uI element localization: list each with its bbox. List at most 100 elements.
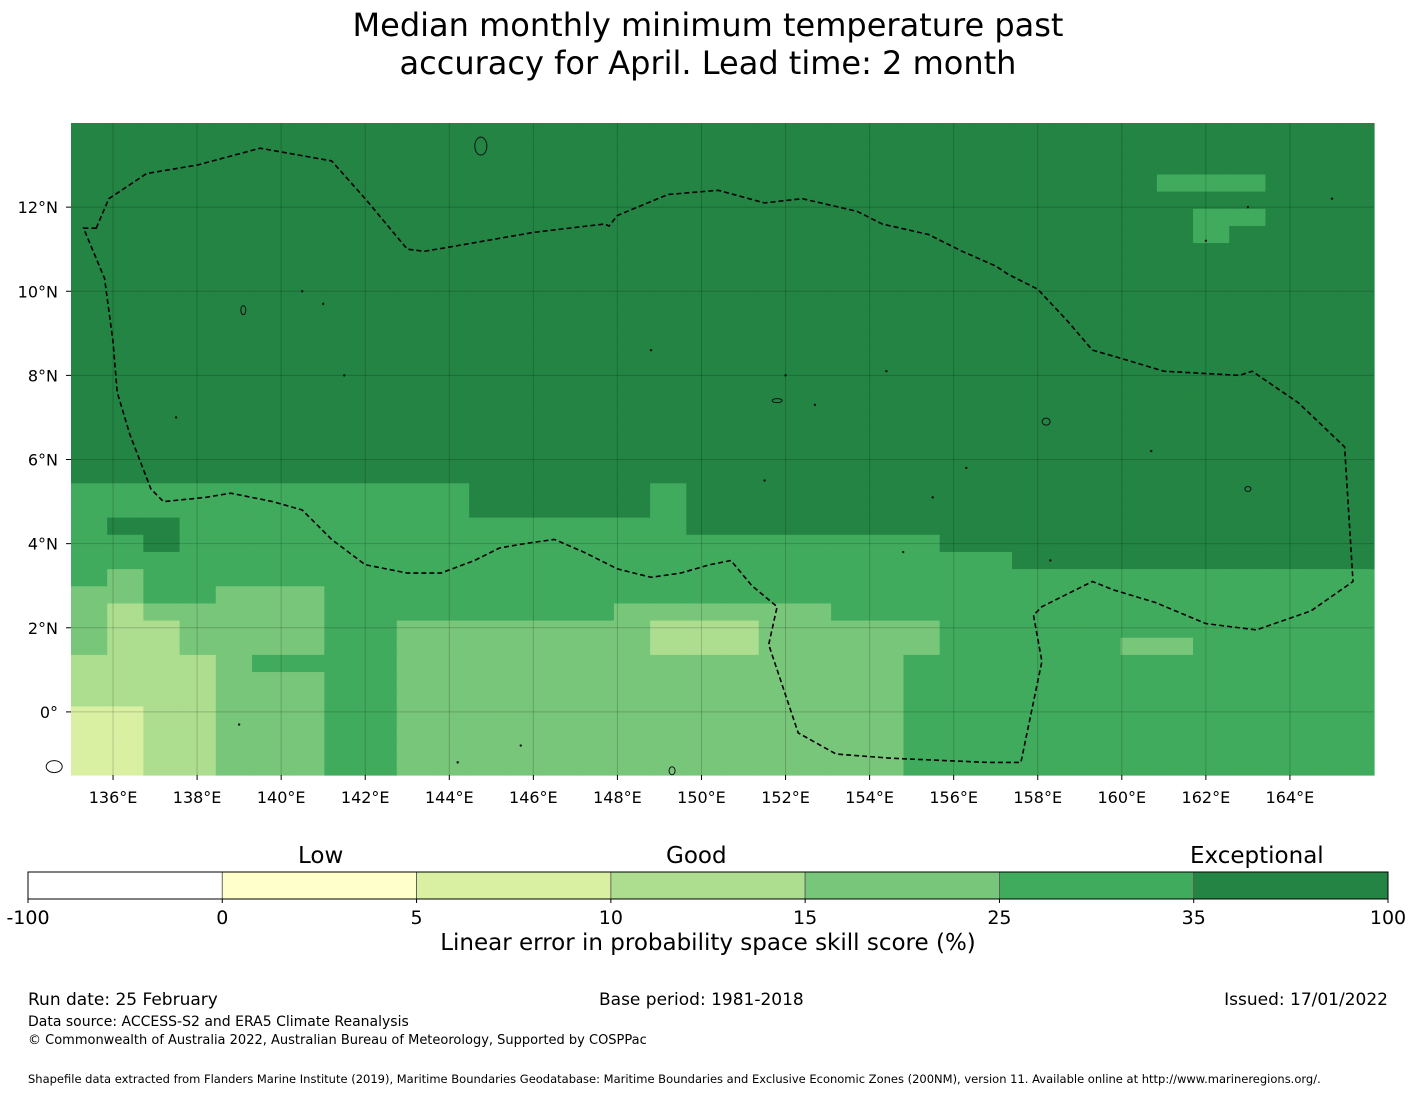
skill-cell xyxy=(288,551,325,570)
skill-cell xyxy=(1012,637,1049,656)
skill-cell xyxy=(505,191,543,210)
skill-cell xyxy=(975,191,1013,210)
skill-cell xyxy=(1229,637,1267,656)
skill-cell xyxy=(1337,191,1375,210)
skill-cell xyxy=(505,483,543,502)
skill-cell xyxy=(143,534,181,553)
skill-cell xyxy=(324,414,362,433)
skill-cell xyxy=(1265,363,1303,381)
skill-cell xyxy=(867,380,905,399)
skill-cell xyxy=(758,569,796,587)
skill-cell xyxy=(939,723,977,742)
skill-cell xyxy=(288,740,325,759)
skill-cell xyxy=(831,431,868,450)
y-tick-label: 2°N xyxy=(28,619,58,638)
skill-cell xyxy=(831,294,868,313)
skill-cell xyxy=(794,672,832,690)
skill-cell xyxy=(1193,603,1230,622)
skill-cell xyxy=(722,620,760,639)
skill-cell xyxy=(360,483,398,502)
skill-cell xyxy=(577,346,615,364)
skill-cell xyxy=(1265,672,1303,690)
atoll-dot xyxy=(763,479,766,482)
skill-cell xyxy=(831,637,868,656)
skill-cell xyxy=(975,123,1013,141)
skill-cell xyxy=(1193,620,1230,639)
skill-cell xyxy=(1048,414,1086,433)
skill-cell xyxy=(1337,328,1375,347)
skill-cell xyxy=(251,208,289,227)
skill-cell xyxy=(396,603,434,622)
skill-cell xyxy=(107,157,144,176)
skill-cell xyxy=(686,414,724,433)
skill-cell xyxy=(1265,346,1303,364)
skill-cell xyxy=(288,723,325,742)
skill-cell xyxy=(215,346,253,364)
skill-cell xyxy=(1156,311,1194,330)
skill-cell xyxy=(469,757,506,776)
skill-cell xyxy=(686,294,724,313)
skill-cell xyxy=(107,517,144,536)
skill-cell xyxy=(650,380,687,399)
skill-cell xyxy=(1084,346,1122,364)
skill-cell xyxy=(1156,328,1194,347)
skill-cell xyxy=(71,191,108,210)
skill-cell xyxy=(722,672,760,690)
category-label-good: Good xyxy=(666,843,727,869)
skill-cell xyxy=(831,551,868,570)
skill-cell xyxy=(179,414,217,433)
skill-cell xyxy=(360,449,398,467)
skill-cell xyxy=(1120,260,1158,279)
skill-cell xyxy=(1193,706,1230,725)
skill-cell xyxy=(758,517,796,536)
skill-cell xyxy=(1084,140,1122,158)
skill-cell xyxy=(1193,397,1230,416)
skill-cell xyxy=(975,363,1013,381)
skill-cell xyxy=(1084,500,1122,519)
skill-cell xyxy=(1084,723,1122,742)
run-date: Run date: 25 February xyxy=(28,990,218,1010)
skill-cell xyxy=(831,586,868,605)
skill-cell xyxy=(577,620,615,639)
skill-cell xyxy=(505,397,543,416)
skill-cell xyxy=(1265,449,1303,467)
skill-cell xyxy=(324,260,362,279)
skill-cell xyxy=(613,740,651,759)
skill-cell xyxy=(867,328,905,347)
skill-cell xyxy=(975,551,1013,570)
x-tick-label: 162°E xyxy=(1182,788,1231,807)
skill-cell xyxy=(215,174,253,193)
skill-cell xyxy=(613,380,651,399)
coast-outline xyxy=(668,766,676,776)
skill-cell xyxy=(831,723,868,742)
skill-cell xyxy=(1156,363,1194,381)
skill-cell xyxy=(758,191,796,210)
skill-cell xyxy=(179,740,217,759)
skill-cell xyxy=(215,672,253,690)
skill-cell xyxy=(758,311,796,330)
skill-cell xyxy=(1012,260,1049,279)
skill-cell xyxy=(831,569,868,587)
skill-cell xyxy=(288,534,325,553)
skill-cell xyxy=(794,551,832,570)
skill-cell xyxy=(1048,363,1086,381)
skill-cell xyxy=(577,414,615,433)
skill-cell xyxy=(577,723,615,742)
atoll-dot xyxy=(1246,205,1250,209)
skill-cell xyxy=(1337,397,1375,416)
skill-cell xyxy=(324,294,362,313)
y-tick-label: 8°N xyxy=(28,366,58,385)
skill-cell xyxy=(71,620,108,639)
skill-cell xyxy=(179,449,217,467)
skill-cell xyxy=(324,174,362,193)
skill-cell xyxy=(251,225,289,244)
skill-cell xyxy=(541,431,579,450)
skill-cell xyxy=(432,586,470,605)
skill-cell xyxy=(613,328,651,347)
skill-cell xyxy=(432,534,470,553)
skill-cell xyxy=(758,123,796,141)
skill-cell xyxy=(975,586,1013,605)
skill-cell xyxy=(903,311,941,330)
skill-cell xyxy=(577,174,615,193)
skill-cell xyxy=(613,397,651,416)
